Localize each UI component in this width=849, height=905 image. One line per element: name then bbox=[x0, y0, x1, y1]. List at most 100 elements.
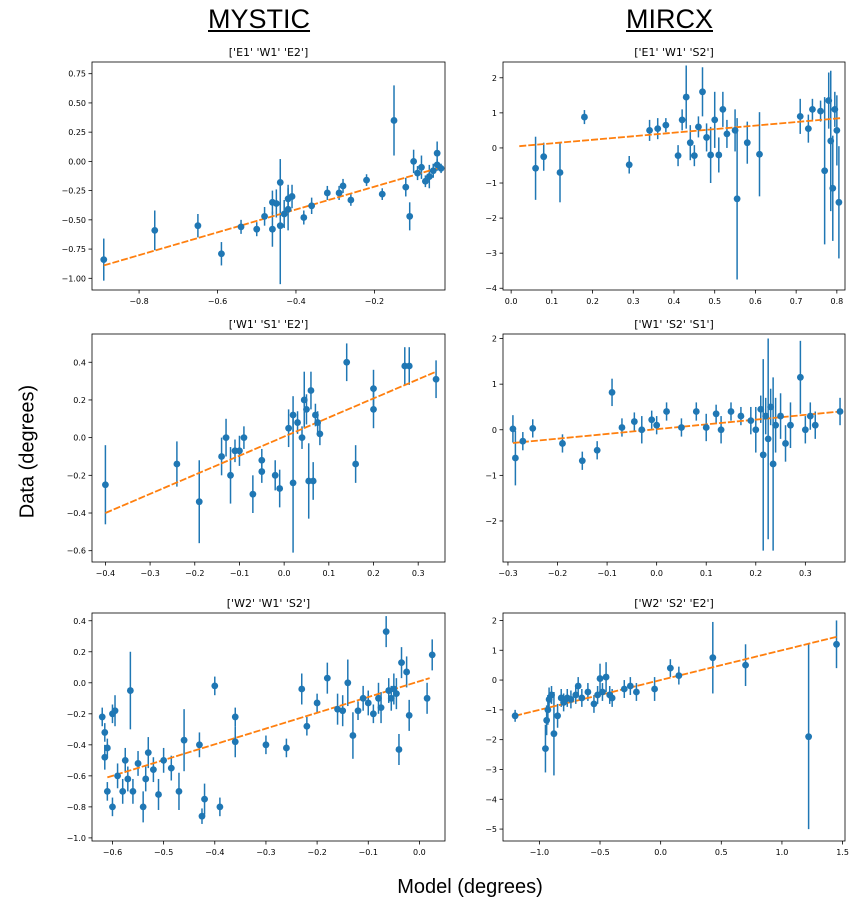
y-tick-label: −2 bbox=[485, 517, 497, 526]
data-point bbox=[782, 440, 789, 447]
data-point bbox=[347, 196, 355, 204]
data-point bbox=[692, 408, 700, 415]
y-tick-label: 0.0 bbox=[73, 434, 86, 443]
data-point bbox=[323, 674, 331, 682]
x-tick-label: 0.0 bbox=[505, 297, 518, 306]
data-point bbox=[811, 421, 819, 429]
chart-title: ['E1' 'W1' 'E2'] bbox=[229, 46, 309, 59]
chart-w2-w1-s2: ['W2' 'W1' 'S2'] −0.6 −0.5 −0.4 −0.3 −0.2 −0.1… bbox=[67, 597, 446, 857]
x-tick-label: −0.4 bbox=[205, 848, 224, 857]
data-point bbox=[114, 772, 121, 780]
data-point bbox=[364, 699, 372, 707]
y-tick-label: −1.00 bbox=[61, 274, 86, 283]
y-tick-label: −0.6 bbox=[67, 772, 86, 781]
data-point bbox=[101, 753, 109, 761]
data-point bbox=[403, 668, 411, 676]
y-tick-label: −2 bbox=[485, 214, 497, 223]
x-tick-label: −0.2 bbox=[548, 569, 567, 578]
data-point bbox=[211, 682, 219, 690]
data-point bbox=[149, 766, 157, 774]
fit-line bbox=[103, 167, 438, 267]
data-point bbox=[772, 421, 780, 429]
plot-frame bbox=[91, 612, 446, 842]
data-point bbox=[352, 460, 360, 468]
y-tick-label: 2 bbox=[492, 335, 497, 344]
x-tick-label: −0.3 bbox=[498, 569, 517, 578]
data-point bbox=[335, 189, 343, 197]
data-point bbox=[126, 687, 134, 694]
data-point bbox=[574, 682, 582, 690]
y-tick-label: −0.4 bbox=[67, 509, 86, 518]
data-point bbox=[618, 424, 626, 431]
data-point bbox=[723, 130, 731, 138]
chart-e1-w1-s2: ['E1' 'W1' 'S2'] 0.0 0.1 0.2 0.3 0.4 0.5 0.6 0.7… bbox=[485, 46, 846, 306]
fit-line bbox=[512, 410, 841, 444]
data-point bbox=[699, 88, 706, 96]
data-point bbox=[675, 672, 683, 679]
data-point bbox=[194, 222, 202, 230]
data-point bbox=[316, 430, 324, 438]
data-point bbox=[298, 434, 306, 442]
data-point bbox=[747, 417, 755, 425]
data-point bbox=[231, 738, 239, 746]
chart-title: ['W2' 'S2' 'E2'] bbox=[634, 597, 714, 610]
x-tick-label: 1.0 bbox=[776, 848, 789, 857]
data-point bbox=[196, 741, 203, 749]
data-point bbox=[638, 426, 646, 434]
x-tick-label: 0.0 bbox=[413, 848, 426, 857]
data-point bbox=[428, 651, 436, 659]
data-point bbox=[309, 477, 317, 485]
y-tick-label: 0.2 bbox=[73, 396, 86, 405]
x-tick-label: −0.8 bbox=[129, 297, 148, 306]
y-tick-label: −1.0 bbox=[67, 834, 86, 843]
chart-title: ['W1' 'S2' 'S1'] bbox=[634, 318, 714, 331]
data-point bbox=[678, 116, 686, 124]
data-point bbox=[594, 691, 601, 699]
y-tick-label: −0.6 bbox=[67, 547, 86, 556]
chart-title: ['W1' 'S1' 'E2'] bbox=[229, 318, 309, 331]
data-point bbox=[314, 419, 322, 426]
y-tick-label: 0.4 bbox=[73, 358, 86, 367]
data-point bbox=[418, 163, 425, 171]
data-point bbox=[218, 250, 225, 258]
x-tick-label: −0.2 bbox=[185, 569, 204, 578]
data-point bbox=[578, 457, 586, 465]
data-point bbox=[556, 169, 564, 176]
data-point bbox=[833, 640, 840, 648]
data-point bbox=[596, 675, 604, 682]
data-point bbox=[276, 179, 284, 186]
data-point bbox=[654, 125, 662, 133]
data-point bbox=[222, 434, 230, 442]
data-point bbox=[142, 775, 150, 783]
y-tick-label: 2 bbox=[492, 74, 497, 83]
data-point bbox=[827, 137, 835, 145]
data-point bbox=[542, 745, 549, 753]
data-point bbox=[731, 127, 739, 134]
data-point bbox=[300, 396, 308, 404]
data-point bbox=[344, 679, 352, 687]
data-point bbox=[363, 176, 370, 184]
x-tick-label: 0.0 bbox=[650, 569, 663, 578]
data-point bbox=[835, 198, 843, 206]
y-tick-label: 0.50 bbox=[68, 99, 86, 108]
data-point bbox=[201, 795, 208, 803]
y-tick-label: −0.25 bbox=[61, 187, 86, 196]
x-tick-label: 0.8 bbox=[830, 297, 843, 306]
data-point bbox=[509, 425, 517, 433]
data-point bbox=[167, 764, 175, 772]
data-point bbox=[727, 408, 735, 415]
y-tick-label: −0.75 bbox=[61, 245, 86, 254]
data-point bbox=[387, 694, 395, 702]
data-point bbox=[806, 412, 814, 420]
x-tick-label: 0.2 bbox=[586, 297, 599, 306]
data-point bbox=[339, 707, 347, 715]
x-tick-label: −0.4 bbox=[286, 297, 305, 306]
data-point bbox=[402, 183, 410, 191]
plot-frame bbox=[502, 61, 846, 291]
y-tick-label: 0 bbox=[492, 676, 497, 685]
y-axis-label: Data (degrees) bbox=[16, 384, 39, 519]
data-point bbox=[258, 468, 266, 475]
data-point bbox=[139, 803, 147, 811]
x-tick-label: 0.0 bbox=[278, 569, 291, 578]
data-point bbox=[303, 722, 311, 730]
